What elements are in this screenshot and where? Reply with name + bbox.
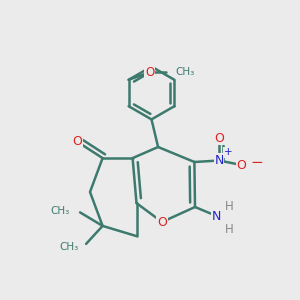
Text: O: O [237, 158, 246, 172]
Text: O: O [145, 66, 154, 79]
Text: O: O [214, 131, 224, 145]
Text: −: − [250, 154, 263, 169]
Text: CH₃: CH₃ [50, 206, 70, 216]
Text: +: + [224, 147, 232, 157]
Text: H: H [225, 223, 234, 236]
Text: N: N [214, 154, 224, 167]
Text: O: O [72, 135, 82, 148]
Text: CH₃: CH₃ [175, 67, 194, 77]
Text: O: O [157, 215, 167, 229]
Text: H: H [225, 200, 234, 214]
Text: N: N [212, 209, 221, 223]
Text: CH₃: CH₃ [59, 242, 79, 252]
